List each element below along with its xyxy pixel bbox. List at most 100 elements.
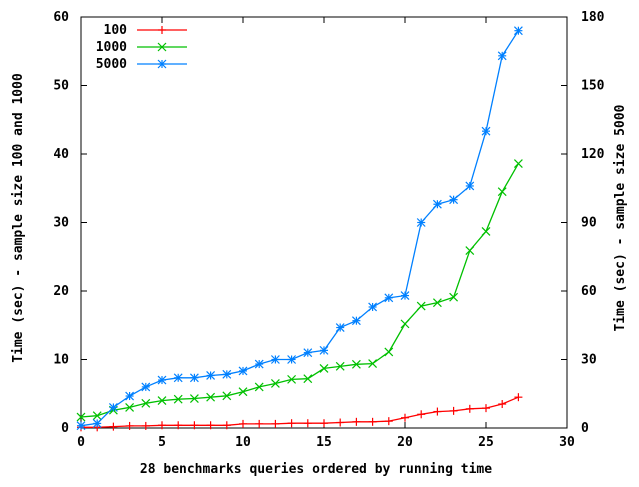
point-1000-d2 — [141, 398, 151, 408]
point-1000-d2 — [416, 301, 426, 311]
point-100 — [239, 419, 247, 428]
point-100 — [141, 421, 150, 430]
point-5000 — [351, 316, 361, 326]
plot-frame — [80, 16, 568, 429]
point-100 — [109, 422, 118, 431]
y-left-tick-label: 50 — [53, 79, 69, 94]
point-1000-d2 — [384, 347, 394, 357]
point-100 — [206, 421, 215, 430]
y-right-tick-label: 180 — [581, 10, 605, 25]
point-1000-d2 — [481, 226, 491, 236]
point-5000 — [368, 302, 378, 312]
point-100 — [498, 400, 507, 409]
point-100 — [417, 410, 426, 419]
point-1000 — [141, 398, 151, 408]
point-5000 — [92, 419, 102, 428]
point-5000-d2 — [465, 181, 475, 191]
point-1000 — [92, 411, 102, 421]
point-1000-d2 — [449, 292, 459, 302]
point-100 — [401, 413, 409, 422]
point-5000-d2 — [222, 369, 232, 379]
point-100 — [303, 419, 312, 428]
point-1000-d2 — [173, 394, 183, 404]
y-right-tick-label: 120 — [581, 147, 605, 162]
point-5000 — [270, 355, 280, 364]
point-100 — [287, 419, 296, 428]
x-ticks: 0 5 10 15 20 25 30 — [77, 17, 575, 450]
point-1000 — [497, 187, 507, 197]
point-5000-d2 — [481, 126, 491, 136]
y-right-tick-label: 150 — [581, 79, 605, 94]
point-1000-d2 — [497, 187, 507, 197]
series-line-1000 — [80, 163, 519, 418]
point-5000 — [206, 371, 216, 380]
point-5000-d2 — [335, 323, 345, 332]
point-100 — [368, 417, 377, 426]
legend-marker-1000-d2 — [157, 42, 167, 52]
point-100 — [222, 421, 231, 430]
y-left-tick-label: 60 — [53, 10, 69, 25]
point-5000 — [238, 366, 248, 376]
point-1000-d2 — [125, 403, 135, 412]
point-5000-d2 — [287, 355, 297, 364]
point-5000 — [449, 195, 459, 205]
point-1000 — [432, 298, 442, 308]
point-5000 — [335, 323, 345, 332]
point-5000 — [157, 375, 167, 385]
point-5000-d2 — [303, 348, 313, 358]
series-line-5000 — [80, 30, 519, 427]
legend-marker-100 — [158, 26, 166, 34]
point-1000 — [319, 363, 329, 373]
point-1000 — [465, 246, 475, 256]
y-left-tick-label: 30 — [53, 216, 69, 231]
point-100 — [158, 421, 166, 430]
point-5000 — [125, 391, 135, 401]
point-1000 — [384, 347, 394, 357]
point-1000 — [368, 359, 378, 369]
legend-marker-1000 — [157, 42, 167, 52]
y-right-tick-label: 60 — [581, 284, 597, 299]
series-100 — [77, 393, 523, 432]
point-100 — [320, 419, 328, 428]
y-left-tick-label: 10 — [53, 353, 69, 368]
point-100 — [514, 393, 523, 402]
series-line-100 — [81, 396, 519, 428]
point-5000 — [319, 345, 329, 355]
legend: 100 1000 5000 — [96, 23, 187, 72]
point-1000-d2 — [206, 392, 216, 402]
point-5000 — [481, 126, 491, 136]
point-5000-d2 — [206, 371, 216, 380]
x-tick-label: 30 — [559, 435, 575, 450]
point-5000-d2 — [368, 302, 378, 312]
point-5000-d2 — [238, 366, 248, 376]
point-1000 — [513, 159, 523, 169]
point-1000 — [335, 361, 345, 371]
point-1000-d2 — [270, 379, 280, 388]
point-5000 — [400, 291, 410, 300]
point-1000 — [157, 396, 167, 406]
point-1000-d2 — [92, 411, 102, 421]
point-1000-d2 — [157, 396, 167, 406]
point-1000 — [351, 359, 361, 369]
legend-marker-5000-d2 — [157, 59, 167, 69]
legend-label-1000: 1000 — [96, 40, 127, 55]
point-100 — [384, 417, 393, 426]
point-1000-d2 — [335, 361, 345, 371]
x-tick-label: 20 — [397, 435, 413, 450]
point-5000-d2 — [157, 375, 167, 385]
series-group — [76, 26, 523, 432]
point-1000 — [303, 374, 313, 384]
y-left-ticks: 0 10 20 30 40 50 60 — [53, 10, 87, 436]
point-5000-d2 — [449, 195, 459, 205]
point-5000-d2 — [141, 382, 151, 392]
point-5000-d2 — [189, 373, 199, 383]
point-5000-d2 — [400, 291, 410, 300]
point-100 — [336, 418, 345, 427]
point-1000 — [189, 394, 199, 403]
y-right-tick-label: 30 — [581, 353, 597, 368]
point-100 — [352, 417, 361, 426]
point-5000-d2 — [254, 359, 264, 369]
point-1000 — [416, 301, 426, 311]
point-1000-d2 — [303, 374, 313, 384]
